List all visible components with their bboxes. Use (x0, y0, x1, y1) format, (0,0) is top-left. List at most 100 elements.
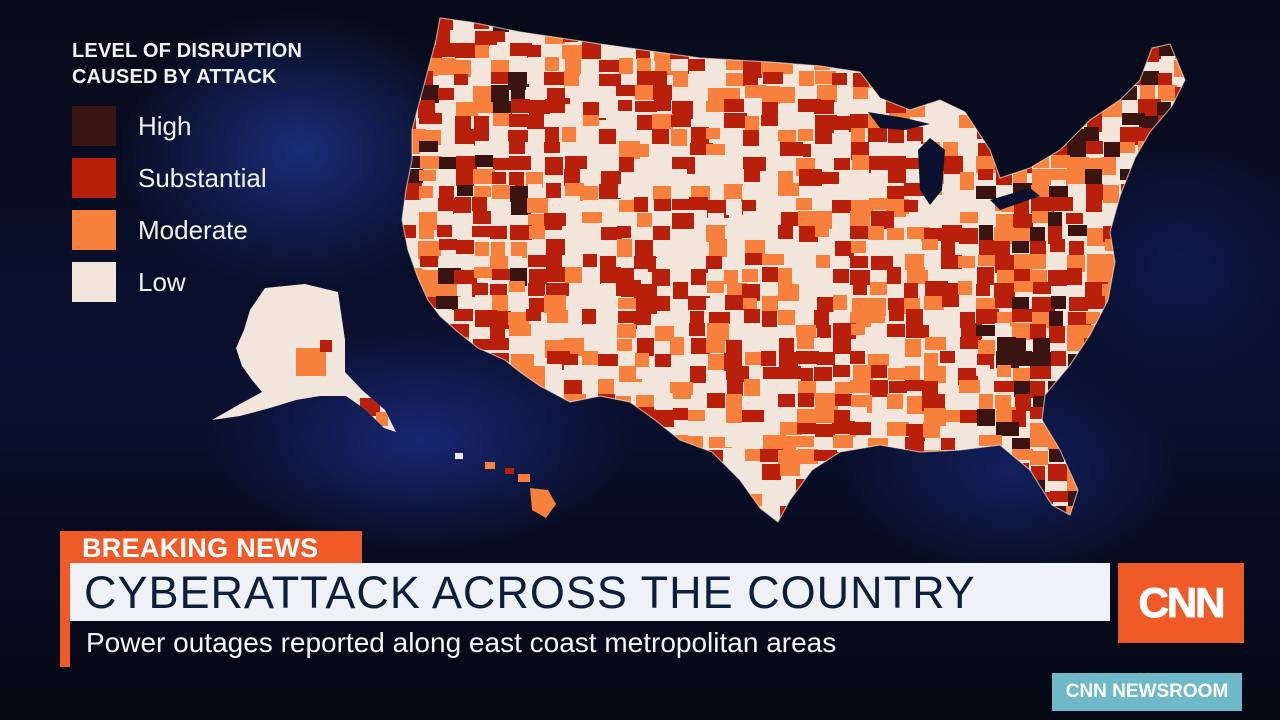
county-cell (634, 312, 651, 329)
county-cell (760, 506, 781, 517)
county-cell (509, 30, 531, 45)
county-cell (436, 339, 458, 355)
county-cell (419, 170, 436, 181)
county-cell (436, 309, 452, 324)
county-cell (455, 144, 474, 159)
county-cell (439, 465, 458, 482)
county-cell (1067, 141, 1086, 158)
county-cell (977, 44, 992, 59)
county-cell (979, 225, 993, 242)
county-cell (455, 116, 471, 133)
county-cell (653, 522, 674, 538)
county-cell (420, 156, 442, 169)
county-cell (1158, 170, 1175, 186)
county-cell (418, 395, 440, 410)
county-cell (1050, 408, 1069, 421)
county-cell (905, 141, 921, 154)
county-cell (474, 186, 491, 197)
county-cell (1068, 85, 1091, 101)
county-cell (673, 408, 688, 420)
county-cell (725, 435, 744, 447)
county-cell (888, 479, 905, 497)
county-cell (1015, 394, 1031, 411)
county-cell (421, 85, 439, 103)
county-cell (529, 226, 545, 239)
county-cell (1174, 225, 1185, 236)
county-cell (491, 85, 509, 102)
county-cell (799, 71, 814, 86)
county-cell (617, 421, 636, 437)
county-cell (565, 267, 582, 283)
county-cell (1122, 494, 1144, 511)
county-cell (1176, 365, 1185, 383)
county-cell (869, 156, 887, 173)
county-cell (634, 130, 650, 143)
county-cell (1105, 45, 1125, 60)
county-cell (475, 408, 496, 419)
county-cell (976, 365, 990, 376)
county-cell (419, 186, 433, 201)
county-cell (1031, 466, 1045, 481)
county-cell (924, 450, 944, 466)
county-cell (922, 477, 936, 489)
county-cell (473, 354, 487, 369)
county-cell (402, 393, 417, 408)
county-cell (780, 506, 796, 519)
county-cell (814, 18, 829, 34)
county-cell (526, 393, 540, 411)
county-cell (817, 211, 832, 229)
county-cell (889, 381, 907, 393)
county-cell (706, 144, 725, 155)
county-cell (1121, 199, 1138, 217)
county-cell (1156, 450, 1176, 464)
county-cell (438, 58, 456, 75)
county-cell (778, 394, 795, 407)
county-cell (419, 212, 437, 230)
county-cell (709, 31, 723, 45)
county-cell (780, 464, 800, 476)
county-cell (833, 323, 856, 340)
county-cell (1139, 324, 1161, 335)
county-cell (707, 393, 725, 411)
county-cell (1012, 241, 1029, 253)
county-cell (583, 115, 599, 126)
county-cell (1032, 58, 1050, 74)
county-cell (1069, 435, 1085, 447)
legend-title-line1: LEVEL OF DISRUPTION (72, 40, 303, 62)
county-cell (1030, 241, 1046, 258)
county-cell (976, 465, 993, 481)
county-cell (1086, 312, 1100, 324)
county-cell (1085, 465, 1099, 478)
county-cell (1086, 296, 1109, 309)
county-cell (636, 367, 656, 379)
county-cell (582, 44, 604, 62)
county-cell (619, 410, 638, 423)
county-cell (1033, 45, 1054, 62)
county-cell (1033, 18, 1047, 34)
county-cell (1066, 29, 1083, 43)
county-cell (996, 143, 1010, 156)
county-cell (1030, 423, 1052, 435)
county-cell (724, 130, 739, 141)
county-cell (817, 492, 837, 504)
county-cell (437, 493, 452, 509)
county-cell (1012, 508, 1033, 522)
county-cell (1121, 393, 1135, 410)
county-cell (1139, 170, 1157, 188)
county-cell (834, 102, 851, 116)
county-cell (1069, 368, 1083, 384)
county-cell (994, 477, 1012, 491)
county-cell (1175, 43, 1185, 59)
county-cell (654, 99, 671, 111)
county-cell (997, 18, 1016, 33)
county-cell (634, 507, 649, 518)
county-cell (510, 43, 532, 56)
county-cell (1087, 407, 1110, 418)
county-cell (1103, 85, 1122, 97)
county-cell (976, 156, 998, 173)
county-cell (798, 31, 817, 46)
county-cell (1067, 337, 1085, 351)
county-cell (402, 367, 419, 383)
county-cell (547, 464, 568, 482)
